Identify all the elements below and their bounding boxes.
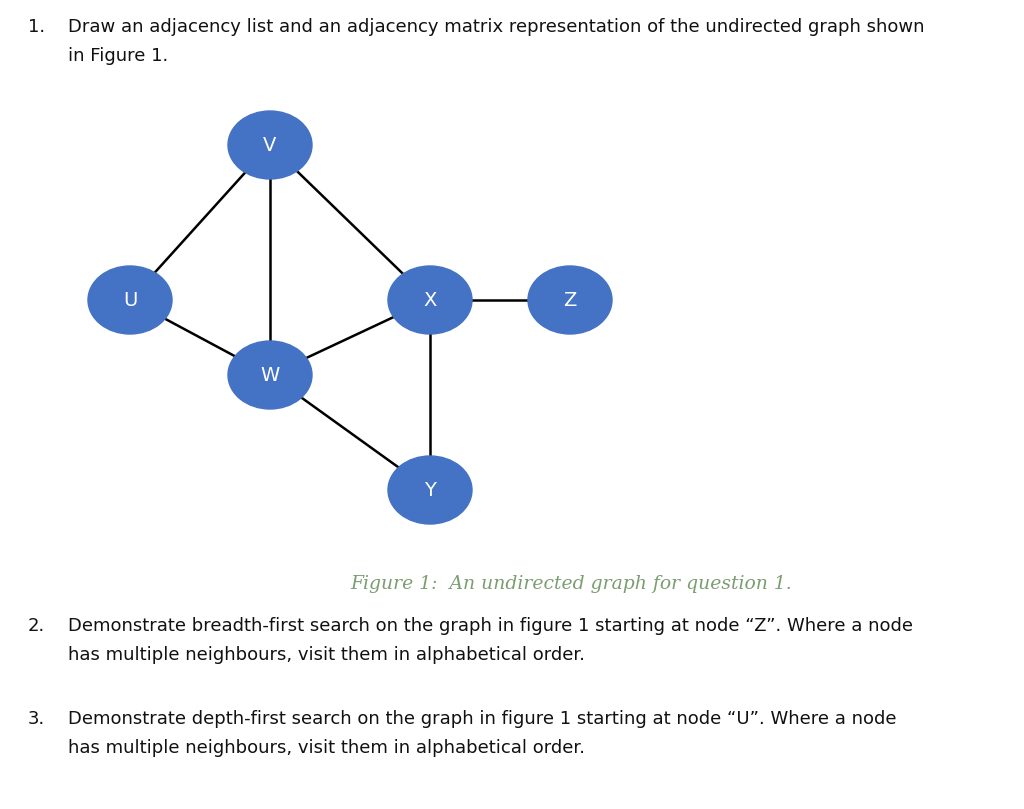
Text: W: W bbox=[260, 366, 280, 384]
Ellipse shape bbox=[228, 111, 312, 179]
Text: Figure 1:  An undirected graph for question 1.: Figure 1: An undirected graph for questi… bbox=[350, 575, 792, 593]
Ellipse shape bbox=[88, 266, 172, 334]
Text: Draw an adjacency list and an adjacency matrix representation of the undirected : Draw an adjacency list and an adjacency … bbox=[68, 18, 925, 36]
Ellipse shape bbox=[388, 266, 472, 334]
Text: Y: Y bbox=[424, 481, 436, 499]
Text: in Figure 1.: in Figure 1. bbox=[68, 47, 168, 65]
Text: X: X bbox=[423, 290, 436, 310]
Text: Z: Z bbox=[563, 290, 577, 310]
Text: 1.: 1. bbox=[28, 18, 45, 36]
Text: V: V bbox=[263, 135, 276, 155]
Ellipse shape bbox=[228, 341, 312, 409]
Text: U: U bbox=[123, 290, 137, 310]
Text: 3.: 3. bbox=[28, 710, 45, 728]
Ellipse shape bbox=[388, 456, 472, 524]
Text: Demonstrate depth-first search on the graph in figure 1 starting at node “U”. Wh: Demonstrate depth-first search on the gr… bbox=[68, 710, 896, 728]
Text: Demonstrate breadth-first search on the graph in figure 1 starting at node “Z”. : Demonstrate breadth-first search on the … bbox=[68, 617, 913, 635]
Text: has multiple neighbours, visit them in alphabetical order.: has multiple neighbours, visit them in a… bbox=[68, 739, 585, 756]
Text: 2.: 2. bbox=[28, 617, 45, 635]
Text: has multiple neighbours, visit them in alphabetical order.: has multiple neighbours, visit them in a… bbox=[68, 646, 585, 663]
Ellipse shape bbox=[528, 266, 612, 334]
